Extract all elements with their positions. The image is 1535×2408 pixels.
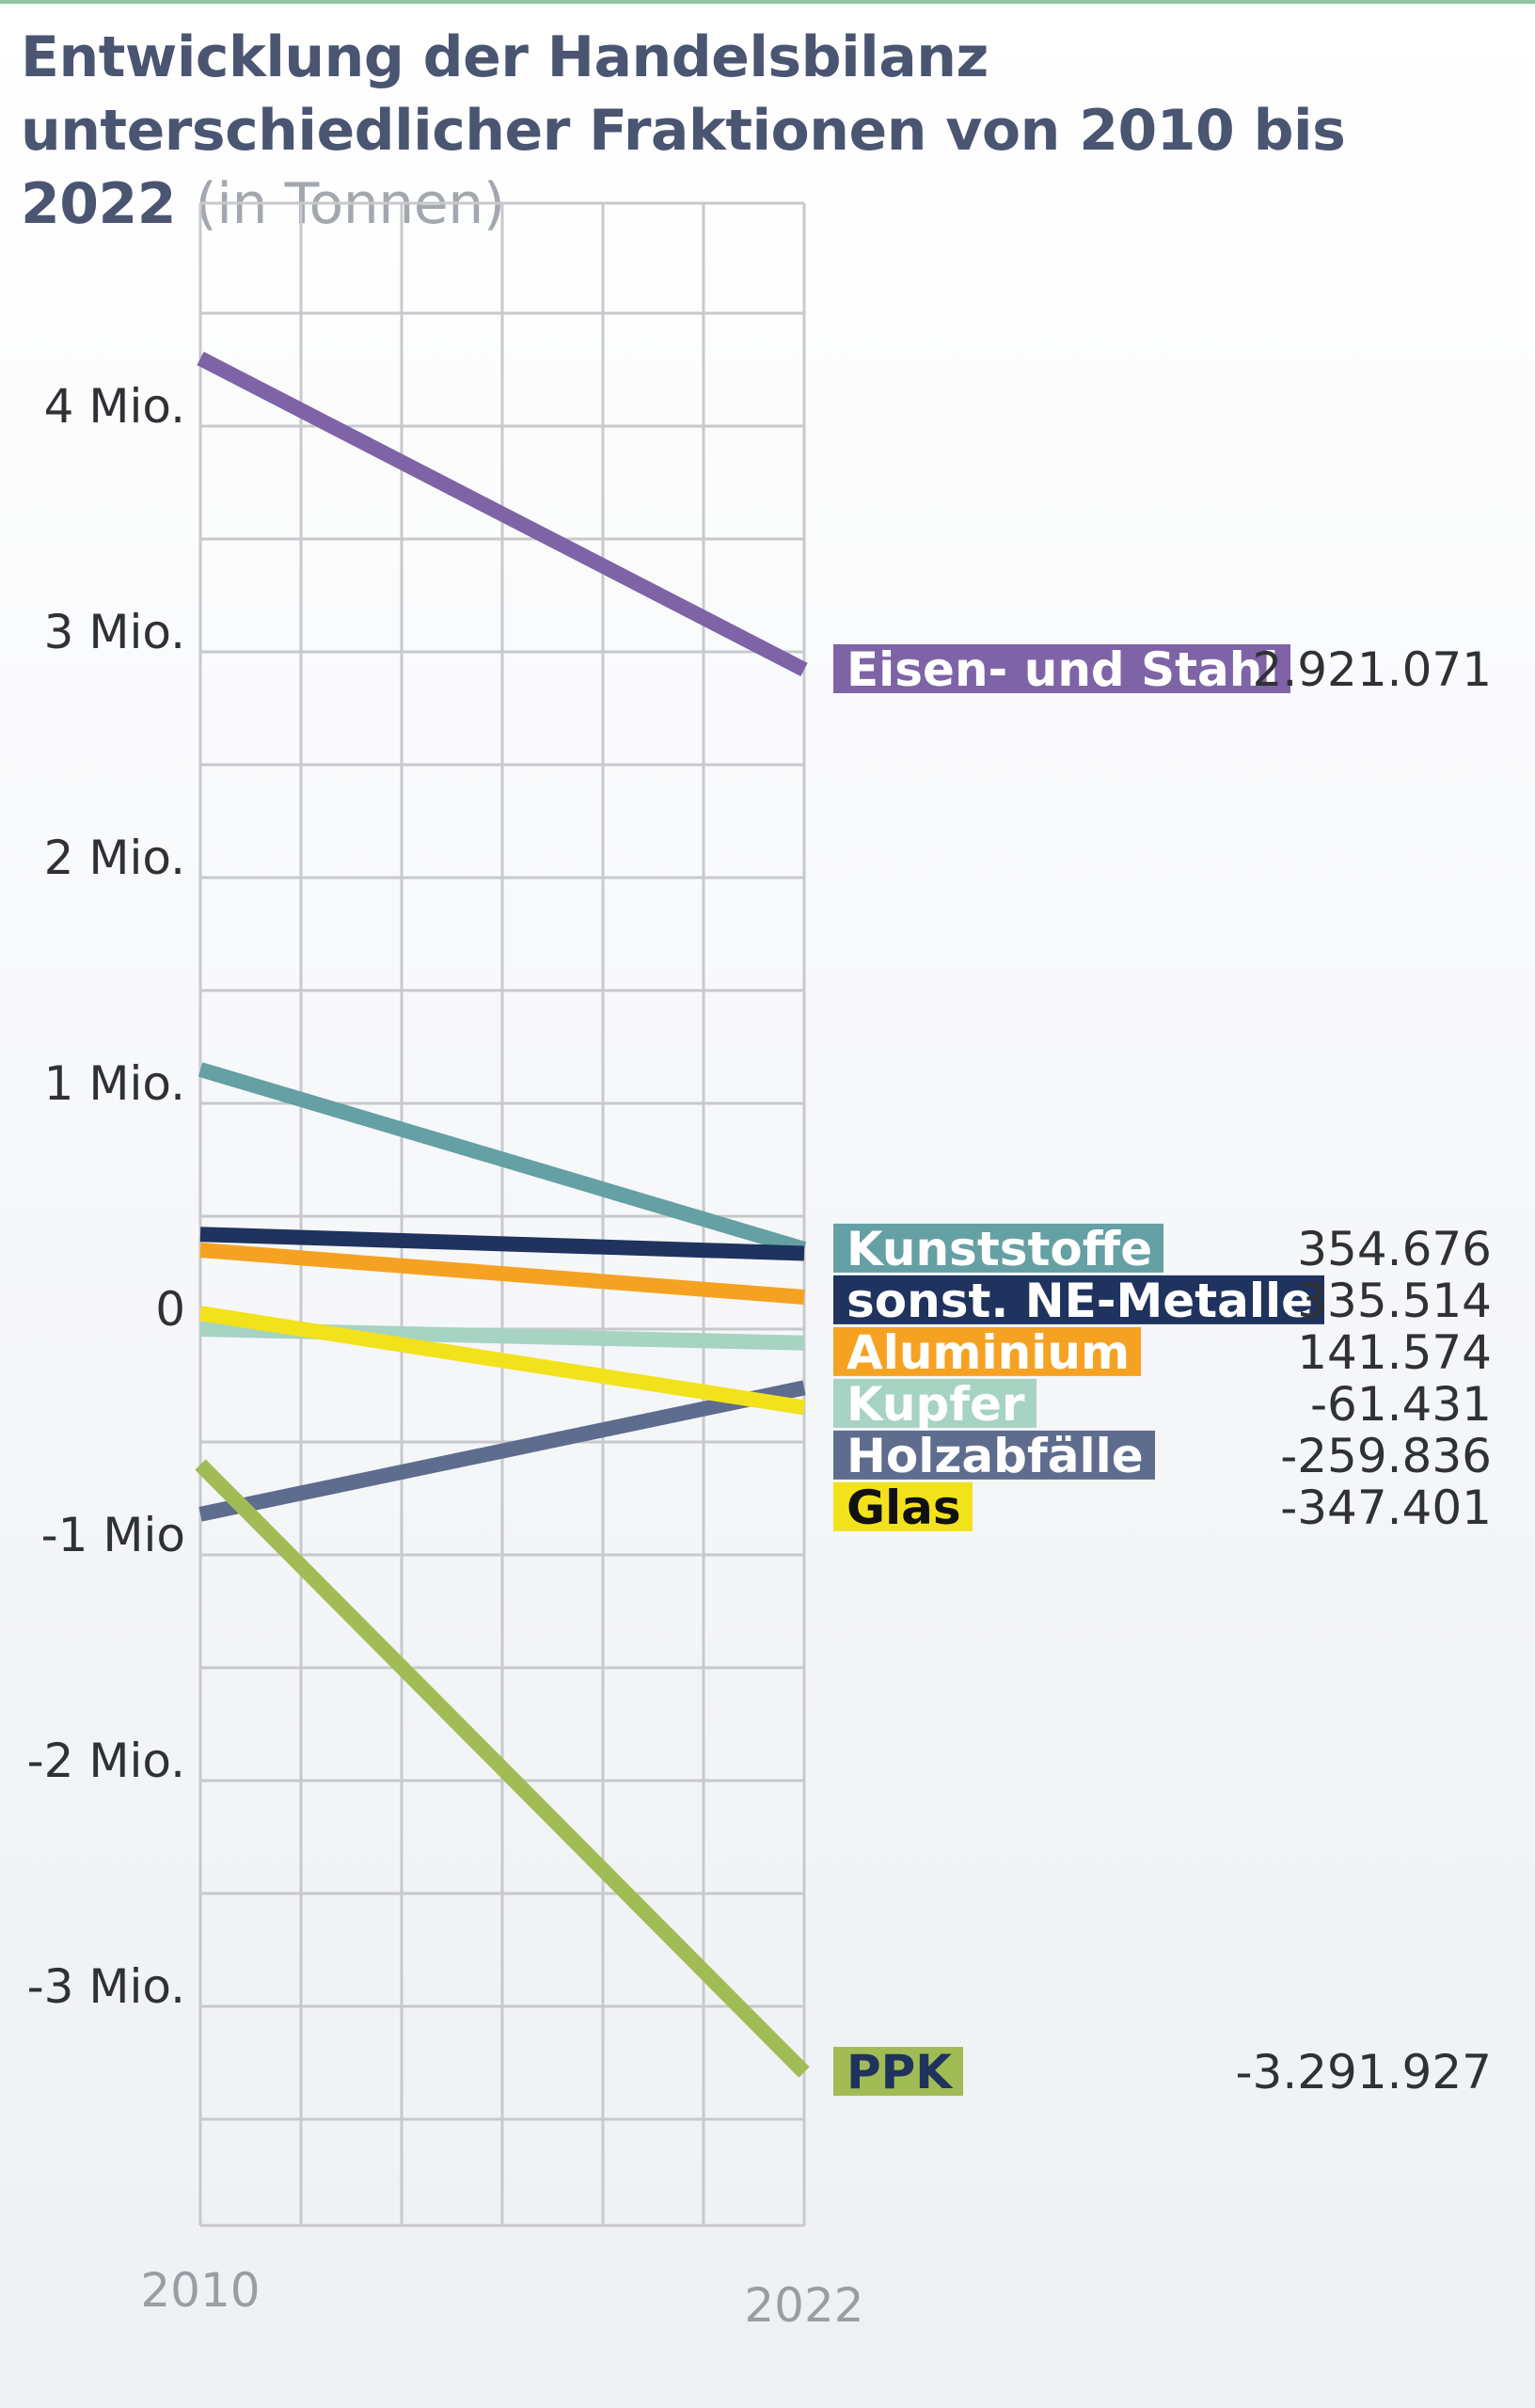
series-value-aluminium: 141.574 [1297,1325,1492,1380]
series-label-box-kupfer [833,1378,1037,1428]
series-label-eisen-und-stahl: Eisen- und Stahl [847,642,1279,697]
series-value-glas: -347.401 [1280,1481,1492,1535]
y-tick-label: -1 Mio [41,1508,185,1562]
series-value-ppk: -3.291.927 [1235,2045,1492,2099]
series-label-sonst-ne-metalle: sonst. NE-Metalle [847,1274,1313,1328]
series-value-sonst-ne-metalle: 335.514 [1297,1274,1492,1328]
y-tick-label: 2 Mio. [44,831,185,885]
series-label-box-eisen-und-stahl [833,643,1290,693]
series-label-box-aluminium [833,1326,1141,1376]
series-line-ppk [195,1459,810,2078]
y-tick-label: -2 Mio. [27,1734,185,1788]
series-label-box-holzabfaelle [833,1430,1155,1480]
series-label-box-kunststoffe [833,1223,1163,1273]
series-label-box-glas [833,1481,973,1531]
chart-title-main: Entwicklung der Handelsbilanz unterschie… [21,24,1346,237]
y-tick-label: 4 Mio. [44,379,185,434]
y-tick-label: 1 Mio. [44,1056,185,1111]
series-label-kupfer: Kupfer [847,1377,1025,1432]
series-line-kunststoffe [198,1062,807,1257]
series-line-aluminium [199,1243,805,1305]
y-tick-label: 3 Mio. [44,605,185,659]
series-label-box-sonst-ne-metalle [833,1275,1324,1324]
series-line-eisen-und-stahl [197,351,808,677]
series-label-glas: Glas [847,1481,961,1535]
series-value-eisen-und-stahl: 2.921.071 [1253,642,1492,697]
series-label-kunststoffe: Kunststoffe [847,1222,1152,1276]
top-accent-line [0,0,1535,4]
series-value-kupfer: -61.431 [1310,1377,1492,1432]
series-line-holzabfaelle [198,1380,806,1522]
x-tick-label: 2010 [140,2263,260,2318]
series-label-aluminium: Aluminium [847,1325,1130,1380]
series-label-ppk: PPK [847,2045,954,2099]
series-label-holzabfaelle: Holzabfälle [847,1429,1144,1483]
series-line-sonst-ne-metalle [199,1227,805,1261]
series-label-box-ppk [833,2047,963,2097]
series-line-glas [198,1306,806,1416]
y-tick-label: 0 [155,1282,185,1337]
series-value-kunststoffe: 354.676 [1297,1222,1492,1276]
x-tick-label: 2022 [744,2278,863,2333]
series-value-holzabfaelle: -259.836 [1280,1429,1492,1483]
chart-title: Entwicklung der Handelsbilanz unterschie… [21,21,1516,241]
y-tick-label: -3 Mio. [27,1959,185,2014]
